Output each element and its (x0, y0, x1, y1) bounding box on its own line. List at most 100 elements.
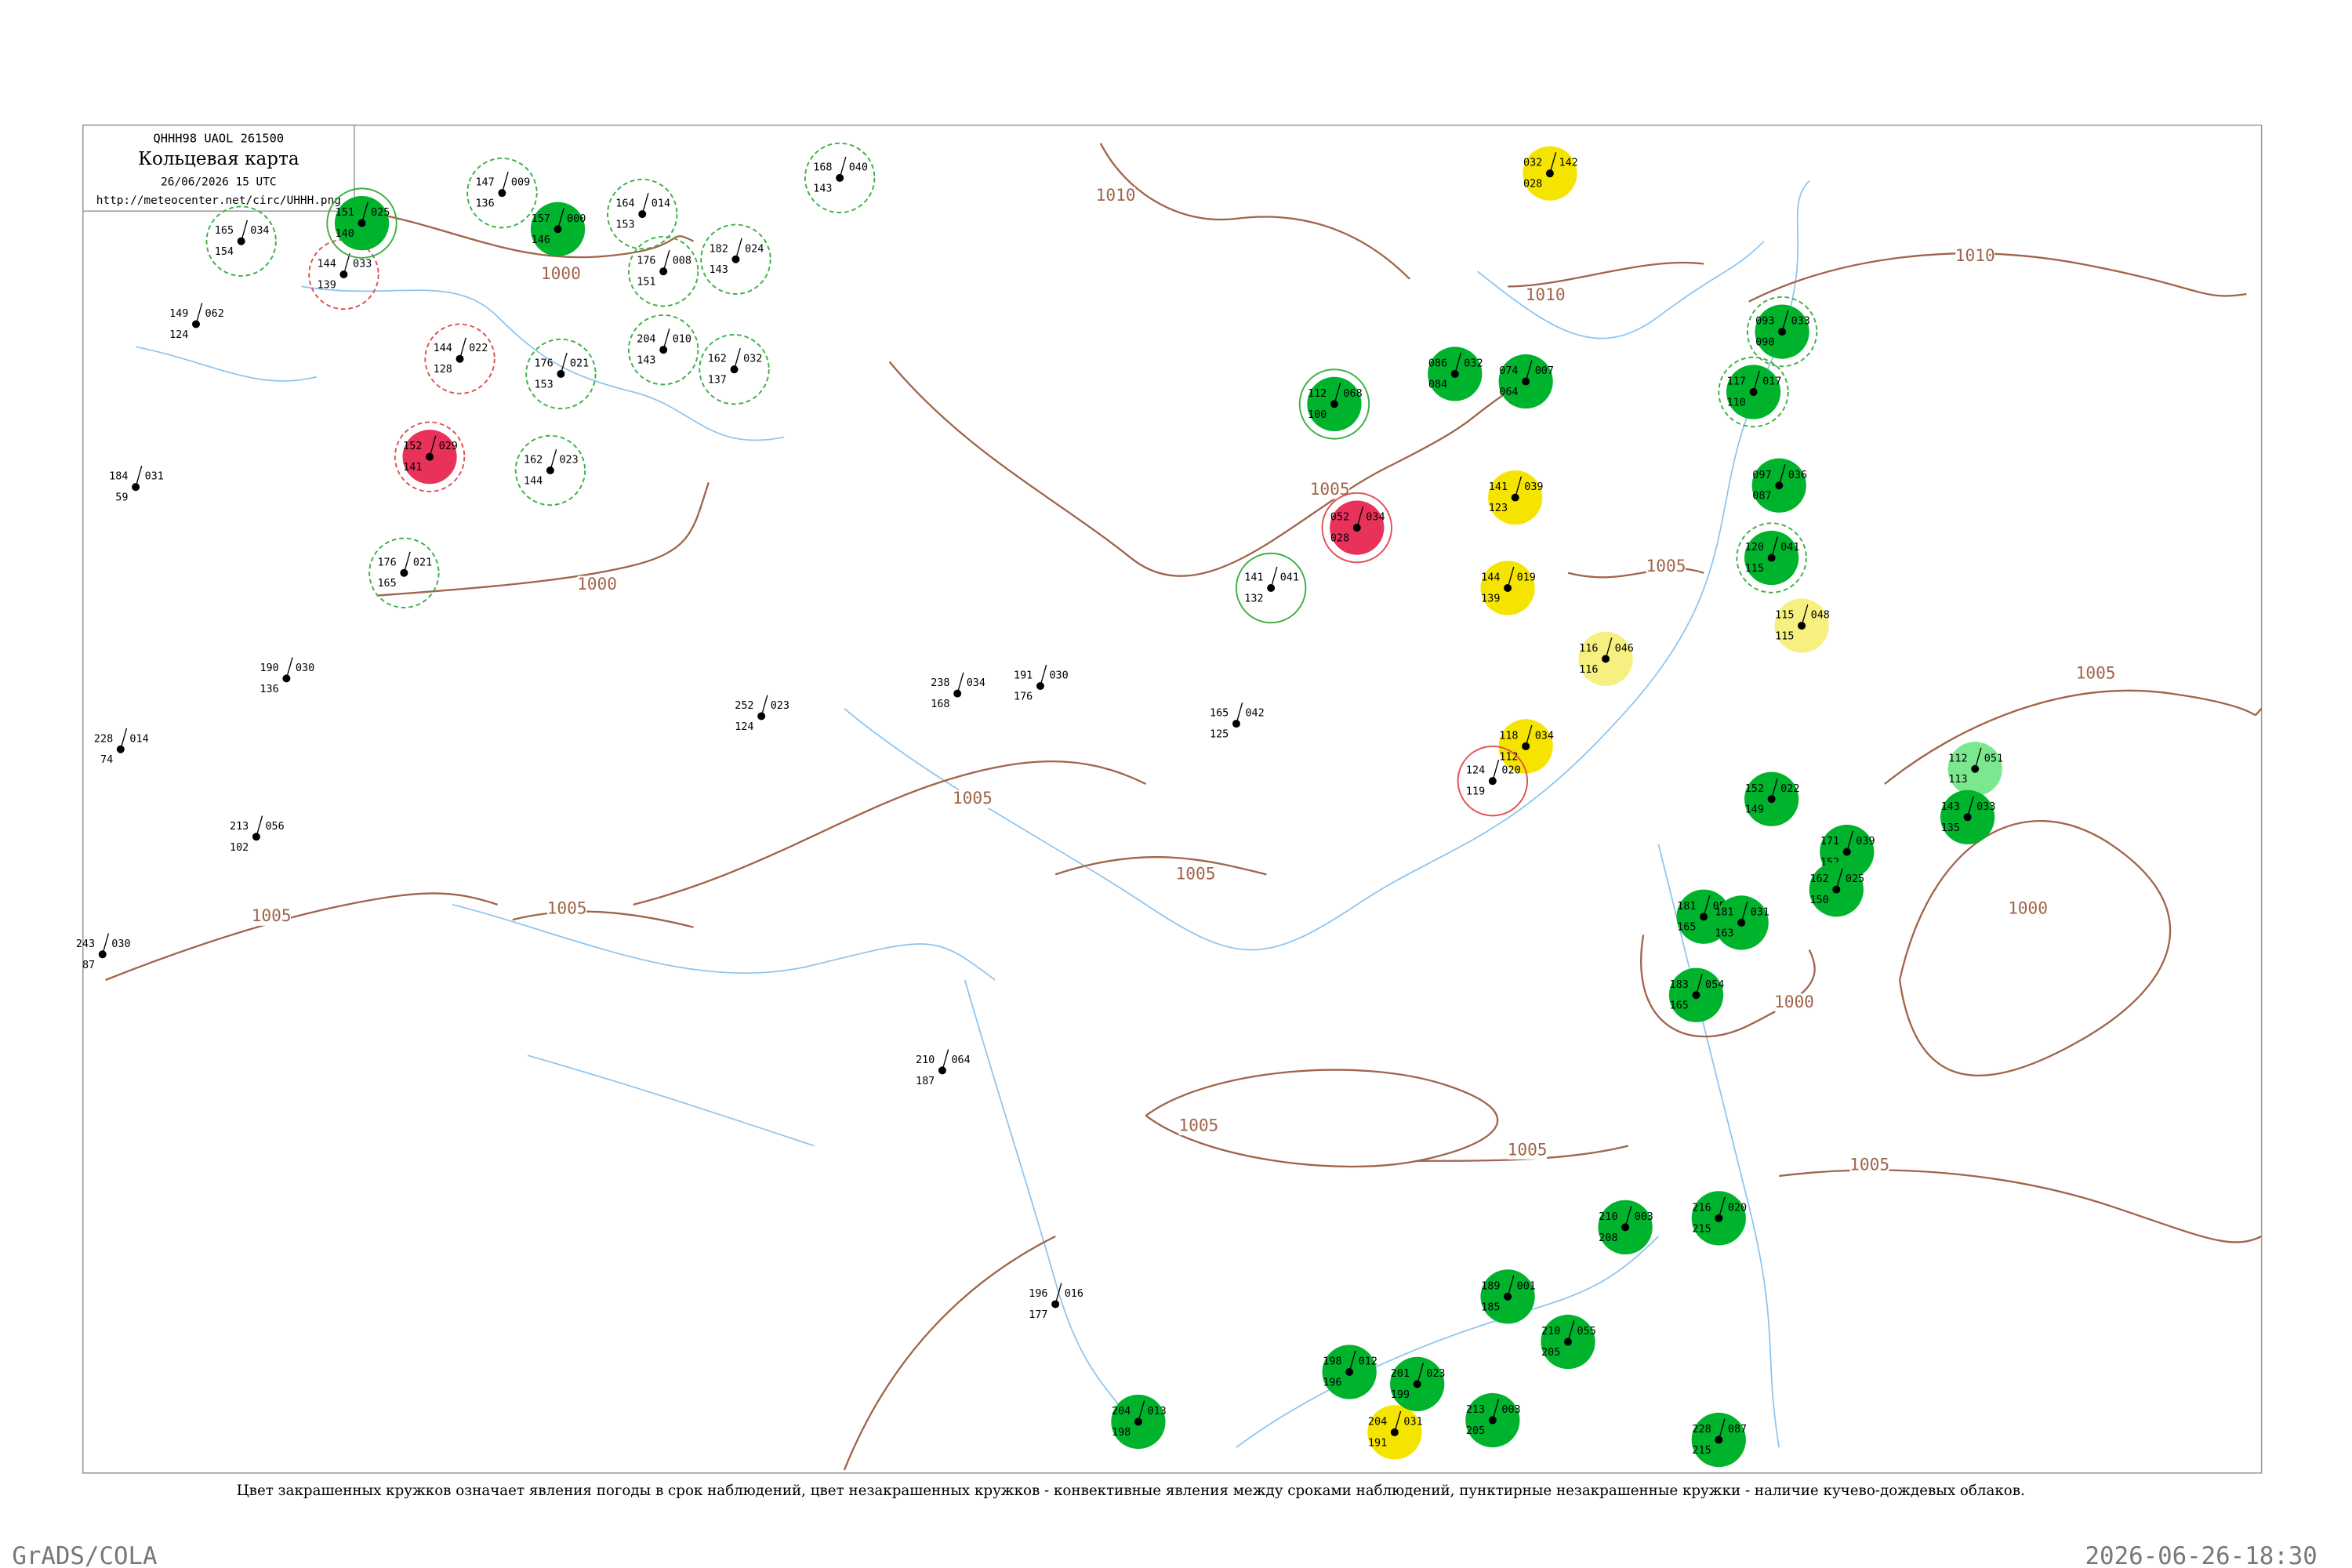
temperature: 213 (230, 821, 249, 833)
station-ring (424, 323, 495, 394)
pressure: 034 (1535, 730, 1554, 742)
temperature: 120 (1745, 542, 1764, 554)
station-ring (700, 223, 771, 295)
station-dot (659, 346, 668, 354)
dew-point: 100 (1308, 409, 1327, 421)
station: 190 030 136 (260, 657, 314, 695)
pressure: 013 (1147, 1406, 1166, 1417)
station-ring (205, 205, 277, 277)
map-frame (82, 124, 2263, 1474)
dew-point: 150 (1809, 895, 1828, 906)
pressure: 032 (1464, 358, 1483, 369)
wind-barb (1695, 974, 1703, 996)
isobar-label-bg (1955, 247, 1995, 266)
pressure: 020 (1728, 1202, 1747, 1214)
station-dot (1488, 777, 1497, 786)
pressure: 003 (1501, 1404, 1520, 1416)
pressure: 030 (296, 662, 314, 674)
station-dot (1488, 1416, 1497, 1425)
temperature: 074 (1499, 365, 1518, 377)
station-ring (1746, 296, 1818, 368)
station-ring (326, 187, 397, 259)
dew-point: 168 (931, 699, 949, 710)
temperature: 176 (377, 557, 396, 568)
station: 162 025 150 (1809, 862, 1864, 917)
station-dot (1842, 848, 1851, 856)
temperature: 116 (1579, 643, 1598, 655)
station: 201 023 199 (1390, 1356, 1446, 1411)
temperature: 213 (1466, 1404, 1485, 1416)
station: 124 020 119 (1457, 745, 1529, 817)
pressure: 030 (1049, 670, 1068, 682)
station: 238 034 168 (931, 672, 985, 710)
dew-point: 135 (1941, 822, 1960, 834)
pressure: 021 (413, 557, 432, 568)
pressure: 041 (1280, 572, 1299, 584)
wind-barb (839, 156, 847, 179)
isobar-label: 1000 (541, 263, 581, 283)
header-time: 26/06/2026 15 UTC (161, 176, 276, 189)
station: 074 007 064 (1498, 354, 1554, 409)
temperature: 238 (931, 677, 949, 689)
wind-barb (1454, 352, 1462, 375)
temperature: 162 (1809, 873, 1828, 885)
header-url: http://meteocenter.net/circ/UHHH.png (96, 194, 341, 207)
temperature: 184 (109, 471, 128, 483)
temperature: 141 (1489, 481, 1508, 493)
station: 097 036 087 (1751, 458, 1807, 513)
wind-barb (501, 172, 509, 194)
station: 149 062 124 (169, 303, 224, 341)
wind-barb (1966, 796, 1974, 818)
station: 184 031 59 (109, 466, 164, 504)
station: 112 068 100 (1298, 368, 1370, 440)
station: 147 009 136 (466, 157, 538, 229)
station: 216 020 215 (1691, 1191, 1747, 1246)
wind-barb (195, 303, 203, 325)
temperature: 152 (1745, 783, 1764, 795)
isobar-label-bg (547, 900, 587, 919)
station-ring (1718, 356, 1789, 428)
wind-barb (1974, 747, 1982, 769)
temperature: 189 (1481, 1280, 1500, 1292)
wind-barb (1740, 901, 1748, 924)
station: 183 054 165 (1668, 967, 1724, 1022)
dew-point: 165 (377, 578, 396, 590)
wind-barb (1394, 1410, 1402, 1433)
station-dot (282, 674, 291, 683)
dew-point: 153 (615, 220, 634, 231)
dew-point: 165 (1670, 1000, 1689, 1012)
dew-point: 154 (215, 246, 234, 258)
pressure: 054 (1705, 979, 1724, 991)
dew-point: 113 (1948, 774, 1967, 786)
station-ring (394, 421, 466, 492)
pressure: 031 (145, 471, 164, 483)
dew-point: 165 (1677, 922, 1696, 934)
station: 213 056 102 (230, 815, 285, 854)
temperature: 141 (1244, 572, 1263, 584)
wind-barb (1138, 1400, 1145, 1422)
wind-barb (942, 1049, 949, 1071)
dew-point: 132 (1244, 593, 1263, 604)
temperature: 144 (1481, 572, 1500, 584)
wind-barb (403, 551, 411, 573)
dew-point: 215 (1692, 1445, 1711, 1457)
wind-barb (1624, 1206, 1632, 1228)
dew-point: 143 (637, 355, 655, 367)
pressure: 056 (265, 821, 284, 833)
pressure: 024 (745, 243, 764, 255)
temperature: 147 (475, 177, 494, 189)
temperature: 165 (215, 225, 234, 237)
temperature: 086 (1428, 358, 1447, 369)
temperature: 052 (1330, 512, 1349, 524)
pressure: 034 (967, 677, 985, 689)
pressure: 019 (1517, 572, 1536, 584)
isobar-label: 1000 (2008, 898, 2048, 918)
wind-barb (735, 238, 742, 260)
dew-point: 144 (524, 475, 543, 487)
station-ring (308, 238, 379, 310)
station: 162 032 137 (699, 333, 770, 405)
pressure: 012 (1359, 1356, 1377, 1368)
wind-barb (343, 252, 350, 275)
dew-point: 153 (534, 379, 553, 390)
